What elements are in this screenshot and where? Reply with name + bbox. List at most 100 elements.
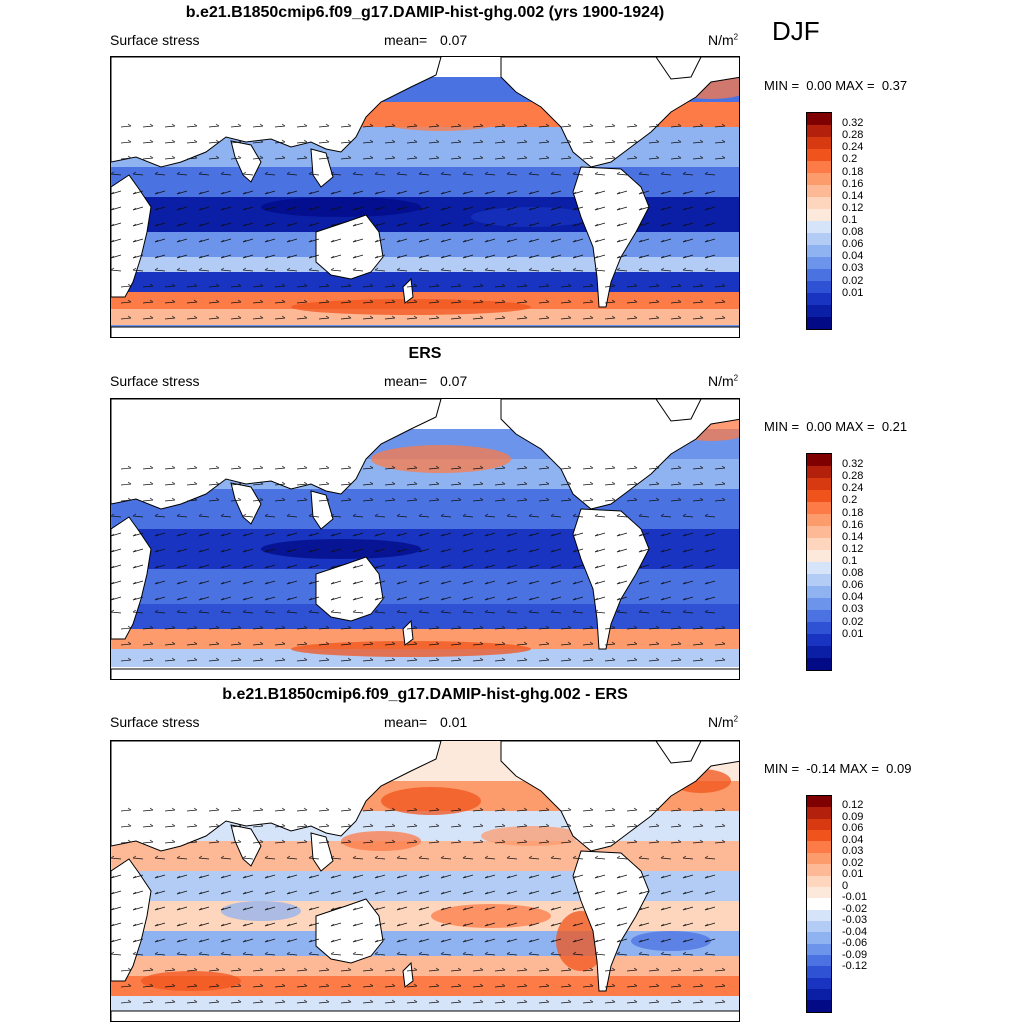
wind-vector: [660, 238, 672, 243]
wind-vector: [692, 641, 704, 646]
wind-vector: [538, 299, 550, 304]
wind-vector: [340, 299, 352, 304]
wind-vector: [604, 315, 616, 320]
wind-vector: [572, 596, 584, 601]
wind-vector: [484, 580, 496, 585]
wind-vector: [682, 190, 694, 195]
coastline: [111, 516, 152, 640]
wind-vector: [111, 238, 122, 243]
wind-vector: [462, 874, 474, 879]
wind-vector: [230, 155, 242, 160]
coastline: [500, 741, 739, 852]
wind-vector: [418, 190, 430, 195]
wind-vector: [660, 564, 672, 569]
colorbar-tick-label: 0.12: [842, 542, 864, 555]
wind-vector: [286, 580, 298, 585]
wind-vector: [384, 641, 396, 646]
wind-vector: [550, 548, 562, 553]
wind-vector: [638, 951, 650, 956]
wind-vector: [692, 497, 704, 502]
wind-vector: [582, 139, 594, 144]
wind-vector: [132, 548, 144, 553]
wind-vector: [142, 481, 154, 486]
wind-vector: [594, 206, 606, 211]
wind-vector: [616, 580, 628, 585]
wind-vector: [550, 532, 562, 537]
wind-vector: [274, 481, 286, 486]
colorbar-swatch: [807, 989, 831, 1001]
wind-vector: [186, 807, 198, 812]
wind-vector: [506, 609, 518, 614]
wind-vector: [572, 922, 584, 927]
wind-vector: [582, 155, 594, 160]
wind-vector: [132, 609, 144, 614]
wind-vector: [572, 171, 584, 176]
wind-vector: [340, 497, 352, 502]
wind-vector: [142, 139, 154, 144]
wind-vector: [111, 564, 122, 569]
wind-vector: [111, 513, 122, 518]
wind-vector: [472, 315, 484, 320]
wind-vector: [538, 999, 550, 1004]
wind-vector: [682, 171, 694, 176]
wind-vector: [164, 641, 176, 646]
stress-anomaly-patch: [471, 207, 591, 227]
colorbar-swatch: [807, 562, 831, 574]
colorbar-swatch: [807, 807, 831, 819]
wind-vector: [164, 315, 176, 320]
wind-vector: [286, 951, 298, 956]
wind-vector: [682, 951, 694, 956]
wind-vector: [384, 481, 396, 486]
wind-vector: [450, 999, 462, 1004]
wind-vector: [176, 922, 188, 927]
wind-vector: [330, 190, 342, 195]
colorbar-swatch: [807, 466, 831, 478]
wind-vector: [528, 564, 540, 569]
wind-vector: [506, 532, 518, 537]
wind-vector: [604, 139, 616, 144]
colorbar-tick-label: 0.1: [842, 555, 858, 567]
wind-vector: [198, 855, 210, 860]
wind-vector: [154, 609, 166, 614]
wind-vector: [604, 839, 616, 844]
wind-vector: [572, 238, 584, 243]
wind-vector: [682, 938, 694, 943]
wind-vector: [604, 967, 616, 972]
wind-vector: [120, 139, 132, 144]
wind-vector: [538, 657, 550, 662]
panel-1-variable: Surface stress: [110, 32, 200, 48]
wind-vector: [264, 596, 276, 601]
wind-vector: [494, 807, 506, 812]
wind-vector: [626, 283, 638, 288]
stress-anomaly-patch: [291, 641, 531, 657]
wind-vector: [440, 254, 452, 259]
wind-vector: [264, 548, 276, 553]
wind-vector: [406, 283, 418, 288]
wind-vector: [111, 580, 122, 585]
wind-vector: [450, 299, 462, 304]
wind-vector: [560, 807, 572, 812]
wind-vector: [670, 481, 682, 486]
wind-vector: [286, 190, 298, 195]
colorbar-tick-label: 0.16: [842, 518, 864, 531]
wind-vector: [154, 548, 166, 553]
wind-vector: [406, 839, 418, 844]
wind-vector: [352, 890, 364, 895]
wind-vector: [462, 580, 474, 585]
wind-vector: [220, 190, 232, 195]
wind-vector: [264, 206, 276, 211]
wind-vector: [220, 238, 232, 243]
wind-vector: [242, 596, 254, 601]
wind-vector: [616, 564, 628, 569]
wind-vector: [538, 839, 550, 844]
wind-vector: [352, 951, 364, 956]
wind-vector: [648, 625, 660, 630]
wind-vector: [230, 823, 242, 828]
wind-vector: [274, 839, 286, 844]
panel-1-title: b.e21.B1850cmip6.f09_g17.DAMIP-hist-ghg.…: [185, 4, 665, 21]
wind-vector: [638, 532, 650, 537]
wind-vector: [638, 596, 650, 601]
wind-vector: [484, 206, 496, 211]
wind-vector: [330, 254, 342, 259]
wind-vector: [528, 855, 540, 860]
